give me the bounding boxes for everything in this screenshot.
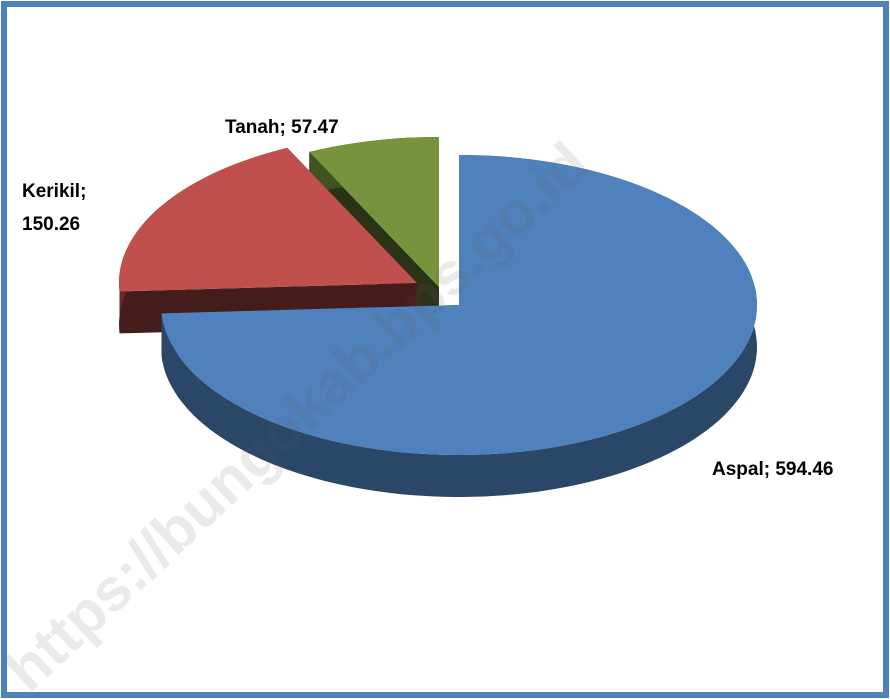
pie [119,137,757,497]
slice [119,147,417,292]
data-label: Kerikil; 150.26 [22,181,86,235]
data-label-line: 150.26 [22,214,80,235]
slice [161,155,757,455]
slice [309,137,439,287]
data-label-line: Kerikil; [22,181,86,202]
data-label: Aspal; 594.46 [712,459,833,480]
data-label: Tanah; 57.47 [225,117,339,138]
